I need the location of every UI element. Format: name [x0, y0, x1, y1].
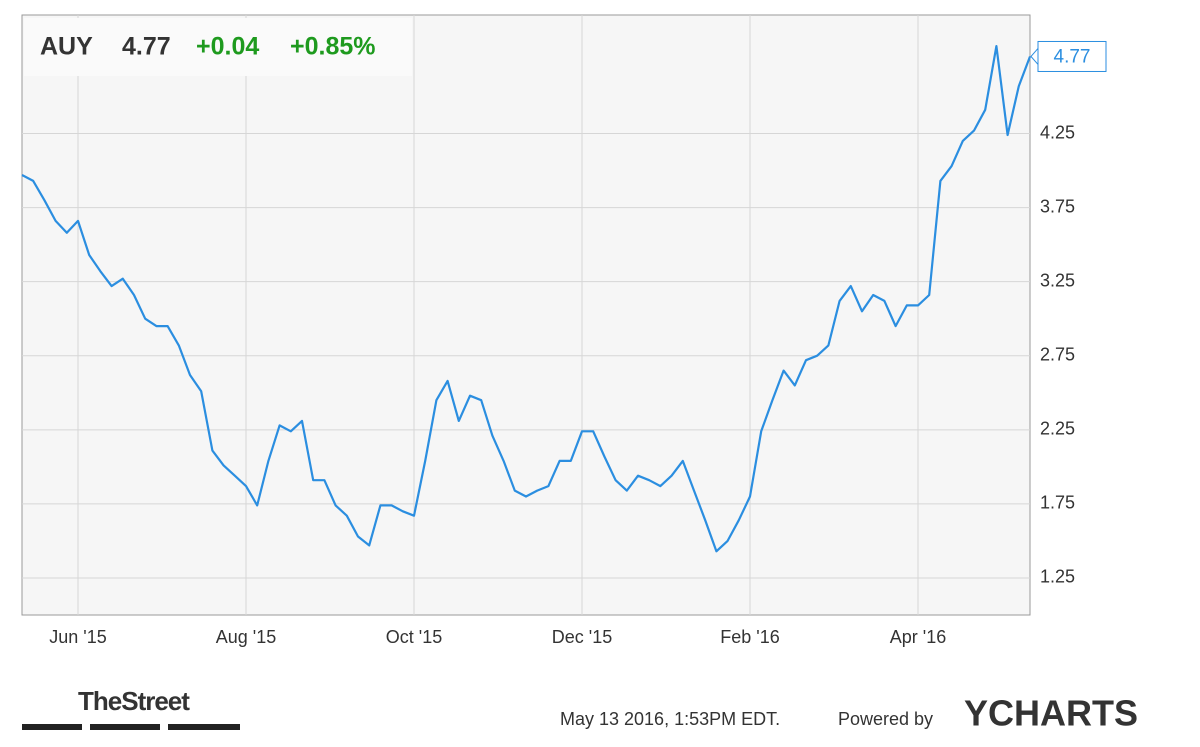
plot [21, 45, 1032, 553]
x-tick-label: Apr '16 [890, 627, 946, 647]
y-tick-label: 2.75 [1040, 344, 1075, 364]
change-pct: +0.85% [290, 33, 376, 61]
y-tick-label: 3.25 [1040, 270, 1075, 290]
y-tick-label: 4.25 [1040, 122, 1075, 142]
powered-by: Powered by [838, 709, 933, 729]
last-value-pointer [1030, 47, 1039, 66]
x-tick-label: Oct '15 [386, 627, 442, 647]
x-tick-label: Feb '16 [720, 627, 779, 647]
logo-bar [90, 724, 160, 730]
price: 4.77 [122, 33, 171, 61]
last-value-box [1037, 40, 1107, 72]
y-tick-label: 3.75 [1040, 196, 1075, 216]
header-box [24, 18, 412, 76]
ticker: AUY [40, 33, 93, 61]
source-logo: TheStreet [78, 686, 190, 716]
x-tick-label: Jun '15 [49, 627, 106, 647]
y-tick-label: 2.25 [1040, 419, 1075, 439]
plot-area [21, 14, 1031, 616]
logo-bar [22, 724, 82, 730]
y-tick-label: 1.25 [1040, 567, 1075, 587]
price-line [21, 45, 1032, 553]
timestamp: May 13 2016, 1:53PM EDT. [560, 709, 780, 729]
y-tick-label: 1.75 [1040, 493, 1075, 513]
logo-bar [168, 724, 240, 730]
last-value-label: 4.77 [1054, 46, 1091, 67]
x-tick-label: Aug '15 [216, 627, 277, 647]
brand-logo: YCHARTS [964, 693, 1138, 734]
x-tick-label: Dec '15 [552, 627, 612, 647]
change: +0.04 [196, 33, 259, 61]
grid [22, 15, 1030, 615]
